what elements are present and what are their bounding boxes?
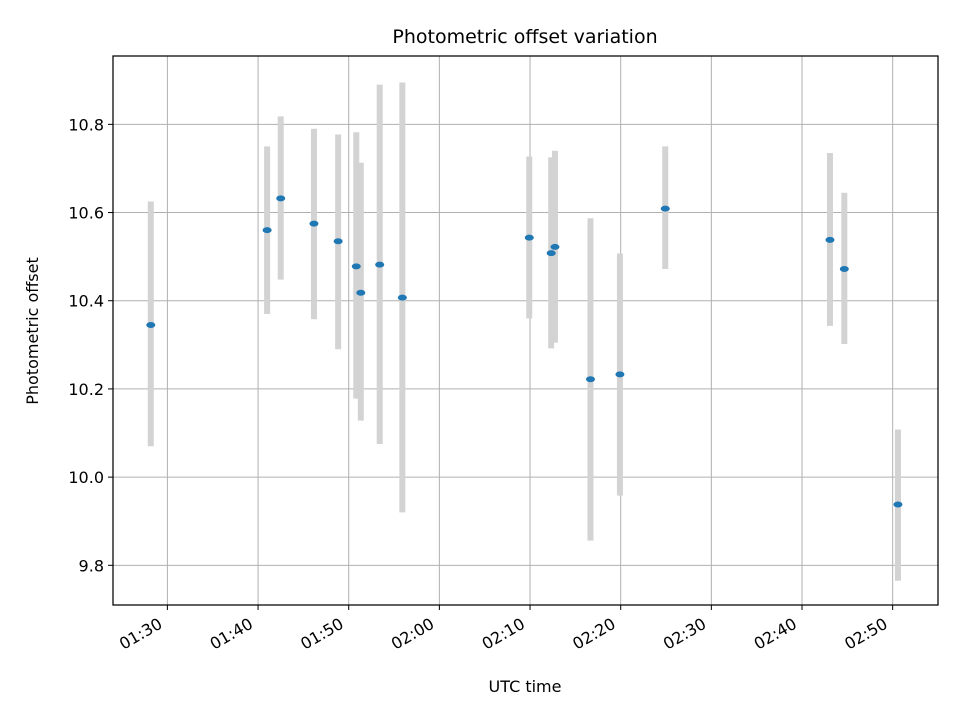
data-point xyxy=(615,371,625,378)
data-point xyxy=(825,236,835,243)
data-point xyxy=(333,238,343,245)
y-tick-label: 10.2 xyxy=(68,380,104,399)
y-axis-label: Photometric offset xyxy=(23,257,42,405)
data-point xyxy=(356,289,366,296)
chart-title: Photometric offset variation xyxy=(392,26,657,48)
y-tick-label: 10.6 xyxy=(68,204,104,223)
data-point xyxy=(375,261,385,268)
data-point xyxy=(546,250,556,257)
x-axis-label: UTC time xyxy=(489,677,562,696)
plot-frame xyxy=(112,55,939,606)
data-point xyxy=(146,321,156,328)
y-tick-label: 10.8 xyxy=(68,115,104,134)
data-point xyxy=(262,227,272,234)
data-point xyxy=(309,220,319,227)
data-point xyxy=(585,376,595,383)
y-axis-ticks: 9.8 10.0 10.2 10.4 10.6 10.8 xyxy=(68,115,113,575)
data-point xyxy=(839,265,849,272)
data-point xyxy=(276,195,286,202)
data-points xyxy=(146,195,903,508)
data-point xyxy=(550,243,560,250)
y-tick-label: 10.4 xyxy=(68,292,104,311)
y-tick-label: 10.0 xyxy=(68,468,104,487)
data-point xyxy=(893,501,903,508)
data-point xyxy=(351,263,361,270)
data-point xyxy=(524,234,534,241)
y-tick-label: 9.8 xyxy=(79,556,104,575)
data-point xyxy=(660,205,670,212)
data-point xyxy=(397,294,407,301)
